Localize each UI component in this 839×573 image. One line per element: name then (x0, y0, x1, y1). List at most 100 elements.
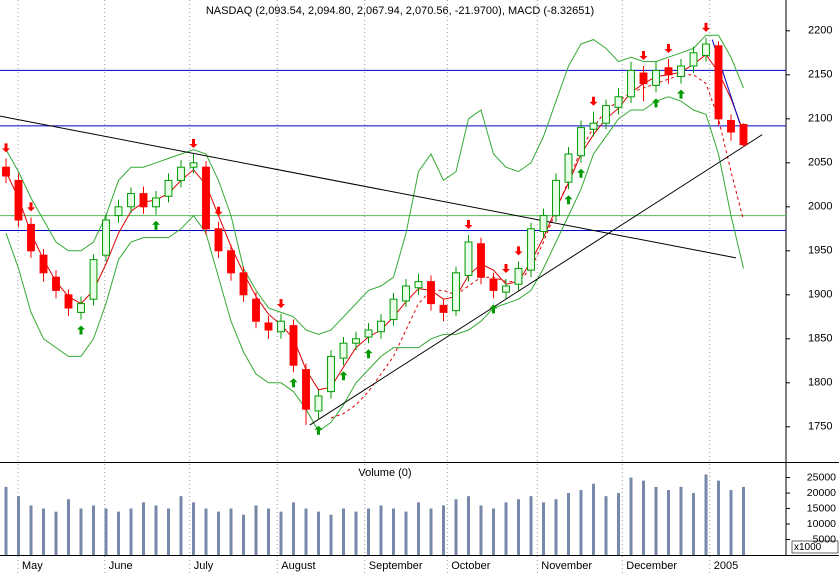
sell-arrow (214, 206, 223, 216)
buy-arrow (77, 325, 85, 335)
candle-body (527, 228, 535, 271)
candle-body (39, 254, 48, 274)
volume-tick-label: 10000 (807, 518, 836, 530)
candle-body (414, 281, 423, 289)
candle-body (464, 241, 473, 276)
buy-arrow (564, 195, 573, 205)
candle-body (64, 294, 73, 309)
candle-body (402, 285, 410, 302)
candle-body (739, 123, 748, 146)
candle-body (27, 223, 35, 252)
candle-body (589, 122, 598, 130)
volume-tick-label: 25000 (807, 471, 836, 483)
candle-body (214, 228, 223, 252)
sell-arrow (277, 299, 285, 309)
candle-body (627, 69, 635, 98)
candle-body (714, 45, 723, 120)
candle-body (664, 67, 673, 76)
sell-arrow (464, 219, 473, 229)
sell-arrow (639, 51, 648, 60)
candle-body (639, 72, 648, 85)
candle-body (227, 250, 235, 274)
candle-body (77, 303, 85, 313)
candle-body (302, 369, 310, 410)
candle-body (314, 395, 323, 412)
x-tick-label: November (541, 560, 592, 572)
candle-body (577, 127, 585, 157)
candle-body (152, 197, 160, 208)
candle-body (264, 322, 273, 331)
unit-box (791, 540, 839, 554)
sell-arrow (189, 139, 198, 148)
candle-body (52, 276, 60, 291)
candle-body (427, 281, 435, 305)
sell-arrow (514, 246, 523, 256)
candle-body (677, 65, 685, 78)
candle-body (327, 355, 335, 393)
candle-body (164, 179, 173, 197)
sell-arrow (27, 202, 35, 212)
candle-body (364, 329, 373, 338)
indicator-line (330, 74, 744, 419)
x-tick-label: September (369, 560, 423, 572)
candle-body (89, 259, 98, 300)
buy-arrow (289, 378, 298, 388)
volume-tick-label: 15000 (807, 502, 836, 514)
candle-body (252, 298, 260, 322)
candle-body (339, 342, 348, 359)
candle-body (177, 166, 185, 181)
y-tick-label: 1800 (808, 377, 832, 389)
buy-arrow (652, 98, 660, 108)
candle-body (389, 298, 398, 320)
candle-body (702, 43, 710, 56)
candle-body (727, 120, 735, 133)
candle-body (689, 52, 698, 67)
trend-line (0, 115, 737, 259)
candle-body (514, 267, 523, 285)
candle-body (277, 320, 285, 333)
sell-arrow (664, 43, 673, 53)
candle-body (489, 278, 498, 291)
sell-arrow (702, 22, 710, 32)
x-tick-label: October (451, 560, 490, 572)
candle-body (377, 320, 385, 333)
buy-arrow (364, 349, 373, 359)
candle-body (439, 304, 448, 313)
x-tick-label: August (281, 560, 315, 572)
y-tick-label: 1850 (808, 333, 832, 345)
candle-body (127, 193, 135, 208)
indicator-line (5, 96, 744, 432)
candle-body (564, 153, 573, 183)
x-tick-label: December (626, 560, 677, 572)
candle-body (14, 179, 23, 221)
volume-unit: x1000 (794, 542, 822, 553)
buy-arrow (339, 371, 348, 381)
x-tick-label: July (194, 560, 214, 572)
buy-arrow (677, 89, 685, 99)
sell-arrow (2, 143, 10, 153)
y-tick-label: 2200 (808, 25, 832, 37)
candle-body (614, 96, 623, 108)
candle-body (602, 105, 610, 124)
y-tick-label: 1900 (808, 289, 832, 301)
chart-title: NASDAQ (2,093.54, 2,094.80, 2,067.94, 2,… (206, 5, 594, 17)
candle-body (189, 162, 198, 168)
y-tick-label: 2150 (808, 69, 832, 81)
candle-body (452, 272, 460, 312)
y-tick-label: 2000 (808, 201, 832, 213)
candle-body (114, 206, 123, 217)
sell-arrow (502, 263, 510, 273)
candle-body (139, 193, 148, 208)
candle-body (289, 325, 298, 366)
x-tick-label: 2005 (714, 560, 738, 572)
y-tick-label: 2100 (808, 113, 832, 125)
candle-body (652, 69, 660, 86)
buy-arrow (152, 220, 160, 230)
trend-line (309, 134, 763, 426)
y-tick-label: 2050 (808, 157, 832, 169)
volume-tick-label: 5000 (813, 533, 837, 545)
candle-body (352, 338, 360, 344)
candle-body (2, 166, 10, 177)
